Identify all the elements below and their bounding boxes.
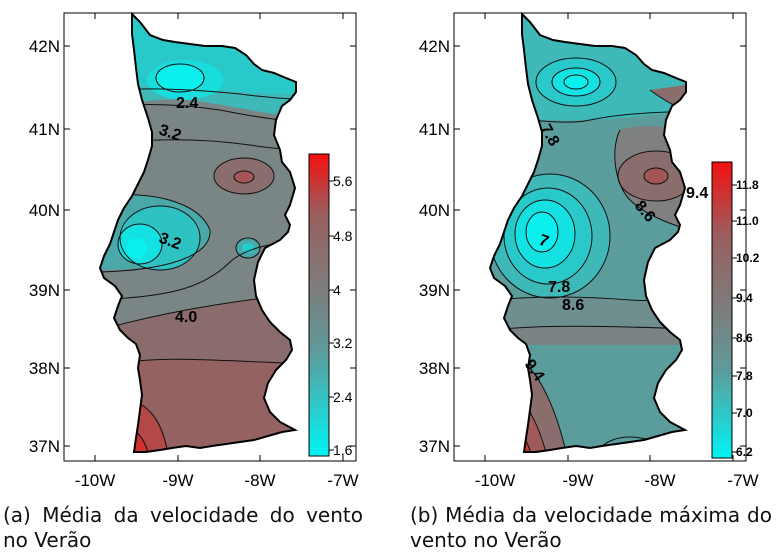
lat-tick-label: 42N	[29, 37, 60, 56]
lat-tick-label: 38N	[419, 359, 450, 378]
lat-tick-label: 39N	[29, 281, 60, 300]
map-frame-b	[453, 12, 747, 462]
contour-label: 3.2	[157, 122, 184, 145]
colorbar-tick-label: 3.2	[333, 335, 353, 351]
lon-tick-label: -9W	[162, 471, 193, 490]
colorbar-tick-label: 8.6	[736, 331, 753, 345]
lon-tick-label: -9W	[562, 471, 593, 490]
colorbar-tick-label: 11.8	[736, 178, 759, 192]
wind-gust-field-b	[490, 14, 686, 452]
lon-tick-label: -10W	[75, 471, 116, 490]
lat-tick-label: 42N	[419, 37, 450, 56]
contour-label: 4.0	[175, 309, 197, 326]
coastline-b	[488, 11, 689, 453]
lon-tick-label: -7W	[327, 471, 358, 490]
map-panel-a: 2.4 3.2 3.2 4.0 42N 41N 40N 39N 38N 37N …	[29, 11, 359, 490]
colorbar-a: 5.6 4.8 4 3.2 2.4 1.6	[308, 153, 353, 458]
contour-label: 9.4	[686, 185, 708, 202]
contour-label: 7.8	[548, 279, 570, 296]
colorbar-tick-label: 10.2	[736, 251, 760, 265]
colorbar-tick-label: 2.4	[333, 389, 353, 405]
lat-tick-label: 40N	[29, 201, 60, 220]
caption-b: (b) Média da velocidade máxima do vento …	[410, 503, 772, 552]
colorbar-tick-label: 4.8	[333, 228, 353, 244]
coastline-a	[98, 11, 299, 453]
lat-tick-label: 40N	[419, 201, 450, 220]
colorbar-tick-label: 11.0	[736, 214, 759, 228]
map-frame-a	[63, 12, 357, 462]
contour-label: 8.6	[562, 297, 584, 314]
colorbar-tick-label: 7.0	[736, 406, 753, 420]
lat-tick-label: 41N	[29, 120, 60, 139]
map-panel-b: 7.8 8.6 9.4 7 7.8 8.6 9.4 42N 41N 40N 39…	[419, 11, 760, 490]
colorbar-tick-label: 4	[333, 282, 341, 298]
colorbar-tick-label: 6.2	[736, 445, 753, 459]
lon-tick-label: -7W	[727, 471, 758, 490]
contour-label: 3.2	[157, 230, 184, 254]
colorbar-tick-label: 7.8	[736, 369, 753, 383]
lat-tick-label: 41N	[419, 120, 450, 139]
lon-tick-label: -10W	[475, 471, 516, 490]
colorbar-tick-label: 5.6	[333, 173, 353, 189]
lat-tick-label: 37N	[419, 437, 450, 456]
lon-tick-label: -8W	[244, 471, 275, 490]
colorbar-b: 11.8 11.0 10.2 9.4 8.6 7.8 7.0 6.2	[711, 161, 760, 459]
wind-speed-field-a	[100, 14, 296, 452]
contour-label: 2.4	[176, 95, 198, 112]
lat-tick-label: 37N	[29, 437, 60, 456]
lat-tick-label: 39N	[419, 281, 450, 300]
lon-tick-label: -8W	[644, 471, 675, 490]
lat-tick-label: 38N	[29, 359, 60, 378]
colorbar-tick-label: 1.6	[333, 442, 353, 458]
colorbar-tick-label: 9.4	[736, 291, 753, 305]
caption-a: (a) Média da velocidade do vento no Verã…	[3, 503, 363, 552]
